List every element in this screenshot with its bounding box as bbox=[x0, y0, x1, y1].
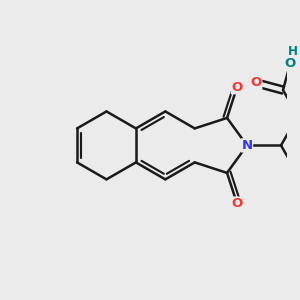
Text: O: O bbox=[231, 81, 243, 94]
Text: O: O bbox=[250, 76, 262, 89]
Text: H: H bbox=[288, 45, 298, 58]
Text: O: O bbox=[285, 57, 296, 70]
Text: N: N bbox=[242, 139, 253, 152]
Text: O: O bbox=[231, 197, 243, 210]
